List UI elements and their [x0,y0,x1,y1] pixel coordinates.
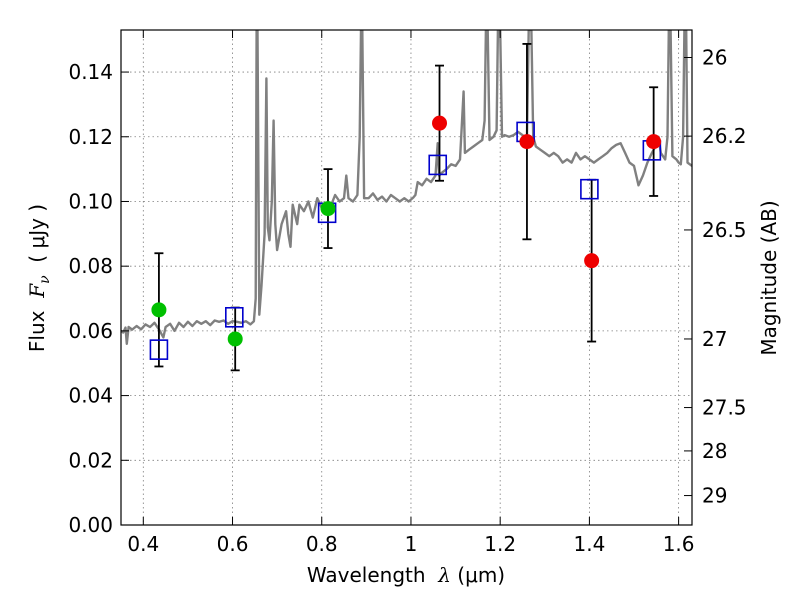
plot-frame [120,29,693,526]
y-tick-label: 0.12 [68,125,113,149]
y-axis-title-prefix: Flux [25,298,49,352]
photometry-point [519,134,535,150]
y2-tick-label: 26 [702,46,727,70]
tick-labels: 0.4 0.6 0.8 1 1.2 1.4 1.6 0.00 0.02 0.04 0.06 0.08 0… [68,46,746,557]
y2-axis-title: Magnitude (AB) [757,200,781,355]
y2-tick-label: 29 [702,484,727,508]
model-square-marker [580,178,599,200]
spectrum-series [121,30,692,345]
y-tick-label: 0.10 [68,189,113,213]
model-square-marker [225,306,244,328]
y-tick-label: 0.14 [68,60,113,84]
photometry-point [320,201,336,217]
y2-tick-label: 26.2 [702,124,747,148]
x-tick-label: 0.6 [217,532,249,556]
y-axis-title-subscript: ν [37,275,53,284]
y2-tick-label: 27.5 [702,396,747,420]
x-tick-label: 1.6 [663,532,695,556]
grid-lines [121,30,692,526]
x-axis-title: Wavelength λ (μm) [307,563,505,587]
y-tick-label: 0.00 [68,513,113,537]
photometry-point [227,331,243,347]
data-markers [149,115,662,360]
model-square-marker [149,339,169,360]
x-axis-title-unit: (μm) [451,563,505,587]
spectrum-line [121,30,692,345]
plot-area-background [121,30,692,525]
model-square-marker [428,154,448,176]
x-axis-title-symbol: λ [437,563,451,587]
photometry-point [151,302,167,318]
x-tick-label: 0.8 [306,532,338,556]
y-tick-label: 0.04 [68,384,113,408]
x-tick-label: 0.4 [127,532,159,556]
y-tick-label: 0.06 [68,319,113,343]
y-axis-title-symbol: F [25,283,49,299]
y2-tick-label: 28 [702,439,727,463]
y-tick-label: 0.02 [68,448,113,472]
y-axis-title: Flux Fν ( μJy ) [25,204,53,352]
y-axis-title-unit: ( μJy ) [25,204,49,276]
photometry-point [584,253,600,269]
x-tick-label: 1.4 [573,532,605,556]
y2-tick-label: 26.5 [702,218,747,242]
photometry-point [646,134,662,150]
axis-ticks [121,30,692,526]
photometry-point [432,115,448,131]
x-axis-title-prefix: Wavelength [307,563,438,587]
x-tick-label: 1 [405,532,418,556]
y-tick-label: 0.08 [68,254,113,278]
x-tick-label: 1.2 [484,532,516,556]
y2-tick-label: 27 [702,327,727,351]
